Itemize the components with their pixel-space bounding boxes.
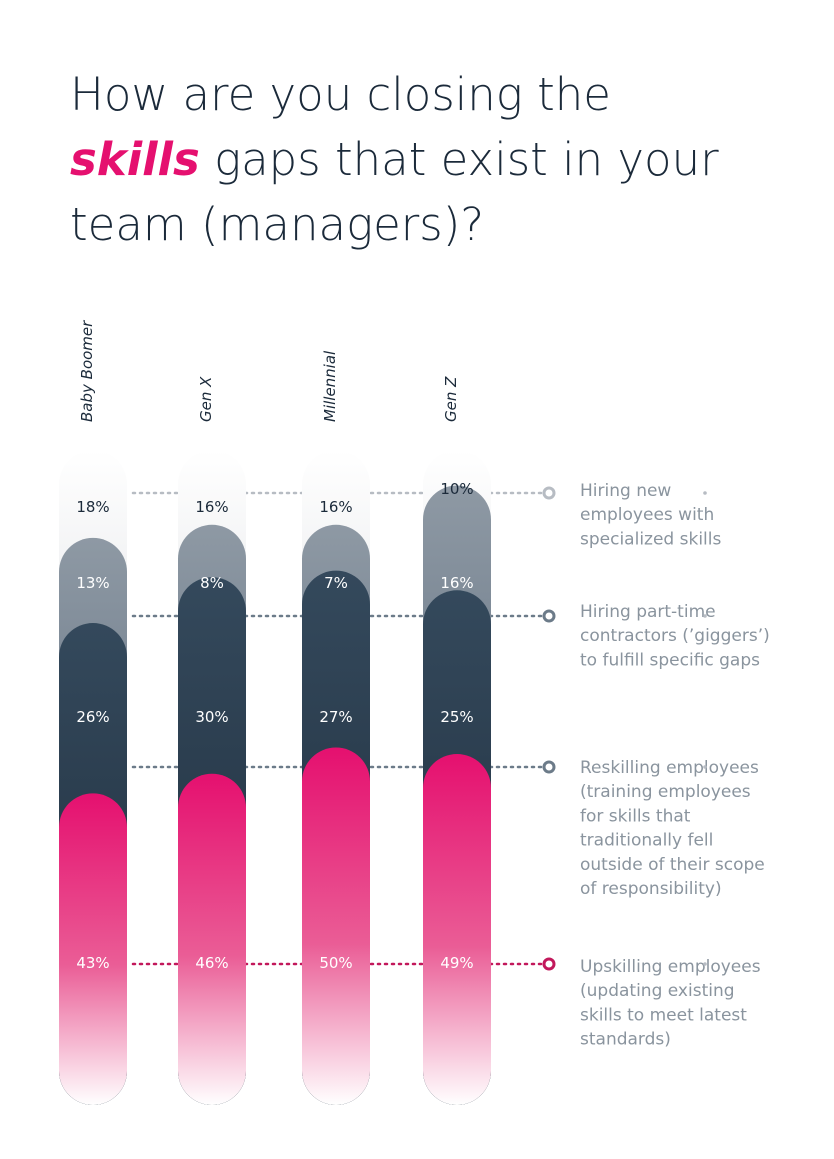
- page-title: How are you closing the skills gaps that…: [70, 62, 790, 257]
- legend-item-3-line-3: for skills that: [580, 806, 691, 826]
- legend-item-2-line-3: to fulfill specific gaps: [580, 650, 760, 670]
- pct-label-baby-boomer-4: 43%: [76, 954, 109, 972]
- legend-item-1: Hiring new employees with specialized skil…: [580, 481, 721, 549]
- pct-label-millennial-4: 50%: [319, 954, 352, 972]
- pct-label-baby-boomer-3: 26%: [76, 708, 109, 726]
- legend-marker-3: [542, 760, 556, 774]
- legend-item-3: Reskilling employees (training employees f…: [580, 758, 765, 899]
- pct-label-gen-x-2: 8%: [200, 574, 224, 592]
- legend-marker-2: [542, 609, 556, 623]
- legend-item-2-line-2: contractors (’giggers’): [580, 626, 770, 646]
- title-line-1: How are you closing the: [70, 68, 611, 121]
- pct-label-millennial-2: 7%: [324, 574, 348, 592]
- category-label-baby-boomer: Baby Boomer: [78, 320, 96, 422]
- pct-label-gen-x-4: 46%: [195, 954, 228, 972]
- legend-item-2-line-1: Hiring part-time: [580, 602, 716, 622]
- bar-baby-boomer: 18% 13% 26% 43%: [59, 450, 127, 1105]
- category-label-gen-z: Gen Z: [442, 376, 460, 422]
- pct-label-millennial-1: 16%: [319, 498, 352, 516]
- legend-marker-4: [542, 957, 556, 971]
- legend-item-3-line-4: traditionally fell: [580, 831, 713, 851]
- legend-item-4-line-3: skills to meet latest: [580, 1005, 747, 1025]
- category-label-millennial: Millennial: [321, 350, 339, 422]
- legend-item-3-line-6: of responsibility): [580, 879, 722, 899]
- legend-item-3-line-1: Reskilling employees: [580, 758, 759, 778]
- legend-item-4-line-2: (updating existing: [580, 981, 735, 1001]
- legend-accent-dot-1: [703, 491, 707, 495]
- title-line-2-rest: gaps that exist in your: [199, 133, 719, 186]
- title-line-2: skills gaps that exist in your: [70, 127, 790, 192]
- pct-label-gen-x-3: 30%: [195, 708, 228, 726]
- pct-label-gen-z-3: 25%: [440, 708, 473, 726]
- legend-accent-dot-2: [703, 614, 707, 618]
- title-emphasis: skills: [70, 133, 200, 186]
- segment-millennial-4: [302, 747, 370, 1105]
- bar-gen-x: 16% 8% 30% 46%: [178, 450, 246, 1105]
- legend-accent-dot-4: [703, 962, 707, 966]
- category-label-gen-x: Gen X: [197, 376, 215, 422]
- legend-item-1-line-1: Hiring new: [580, 481, 671, 501]
- legend-item-2: Hiring part-time contractors (’giggers’) t…: [580, 602, 770, 670]
- pct-label-gen-z-2: 16%: [440, 574, 473, 592]
- legend-item-1-line-3: specialized skills: [580, 529, 721, 549]
- legend-accent-dot-3: [703, 765, 707, 769]
- legend-item-1-line-2: employees with: [580, 505, 714, 525]
- legend-marker-1: [542, 486, 556, 500]
- legend-item-4: Upskilling employees (updating existing sk…: [580, 957, 761, 1050]
- bar-millennial: 16% 7% 27% 50%: [302, 450, 370, 1105]
- pct-label-gen-z-4: 49%: [440, 954, 473, 972]
- bar-gen-z: 10% 16% 25% 49%: [423, 450, 491, 1105]
- title-line-3: team (managers)?: [70, 198, 485, 251]
- legend-item-3-line-2: (training employees: [580, 782, 751, 802]
- legend-item-3-line-5: outside of their scope: [580, 855, 765, 875]
- legend-item-4-line-4: standards): [580, 1030, 671, 1050]
- pct-label-millennial-3: 27%: [319, 708, 352, 726]
- pct-label-gen-z-1: 10%: [440, 480, 473, 498]
- segment-baby-boomer-4: [59, 793, 127, 1105]
- pct-label-baby-boomer-1: 18%: [76, 498, 109, 516]
- pct-label-baby-boomer-2: 13%: [76, 574, 109, 592]
- legend-item-4-line-1: Upskilling employees: [580, 957, 761, 977]
- segment-gen-x-4: [178, 773, 246, 1105]
- pct-label-gen-x-1: 16%: [195, 498, 228, 516]
- segment-gen-z-4: [423, 754, 491, 1105]
